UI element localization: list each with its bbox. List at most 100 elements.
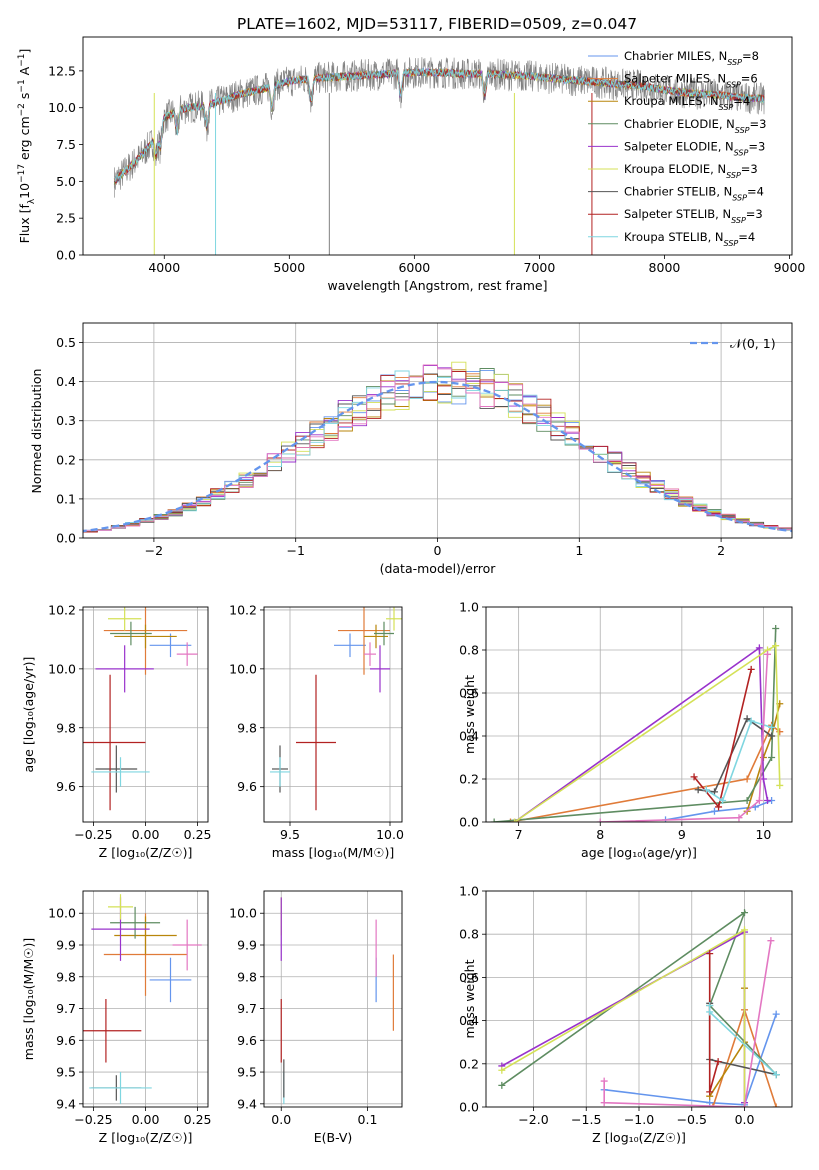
plot-frame xyxy=(263,890,403,1108)
spectrum-panel: 4000 5000 6000 7000 8000 9000 0.0 2.5 5.0 7.5 10.0… xyxy=(17,36,806,293)
x-tick-label: 7 xyxy=(515,827,523,842)
histogram-series xyxy=(83,364,792,534)
y-tick-label: 2.5 xyxy=(56,211,76,226)
weight-point-marker xyxy=(706,1001,714,1009)
weight-series-line xyxy=(708,953,719,1093)
weight-point-marker xyxy=(772,1103,780,1107)
weight-series-line xyxy=(501,928,746,1107)
x-tick-label: 0.1 xyxy=(358,1112,378,1127)
y-axis-label: mass weight xyxy=(462,959,477,1038)
legend-label: Salpeter ELODIE, NSSP=3 xyxy=(624,139,765,157)
plot-area xyxy=(498,909,780,1107)
x-tick-label: −1 xyxy=(286,543,304,558)
weight-series-line xyxy=(705,720,772,802)
weight-point-marker xyxy=(741,1103,749,1107)
weight-point-marker xyxy=(741,909,749,917)
mass-vs-age-panel: 9.5 10.0 9.6 9.8 10.0 10.2 mass [log₁₀(M/M☉)] xyxy=(229,602,404,860)
y-tick-label: 9.5 xyxy=(56,1065,76,1080)
weight-point-marker xyxy=(706,1088,714,1096)
y-tick-label: 7.5 xyxy=(56,137,76,152)
weight-series-line xyxy=(603,940,772,1107)
weight-point-marker xyxy=(511,818,519,822)
y-tick-label: 0.1 xyxy=(56,491,76,506)
ebv-vs-mass-panel: 0.0 0.1 9.4 9.5 9.6 9.7 9.8 9.9 10.0 E(B-V) xyxy=(229,890,403,1145)
weight-point-marker xyxy=(706,1099,714,1107)
x-tick-label: 0 xyxy=(434,543,442,558)
y-tick-label: 10.0 xyxy=(48,906,76,921)
legend-label: Chabrier STELIB, NSSP=4 xyxy=(624,185,764,203)
x-tick-label: 0.0 xyxy=(735,1112,755,1127)
x-tick-label: 9 xyxy=(678,827,686,842)
weight-point-marker xyxy=(755,797,763,804)
y-tick-label: 9.5 xyxy=(237,1065,257,1080)
weight-point-marker xyxy=(768,754,776,761)
y-tick-label: 0.0 xyxy=(459,1100,479,1115)
plot-frame xyxy=(485,606,793,823)
x-axis-label: Z [log₁₀(Z/Z☉)] xyxy=(99,845,193,860)
y-tick-label: 1.0 xyxy=(459,600,479,615)
x-tick-label: 4000 xyxy=(148,260,180,275)
weight-point-marker xyxy=(768,723,776,731)
weight-point-marker xyxy=(755,644,763,652)
weight-series-line xyxy=(514,644,781,822)
legend-label: 𝒩(0, 1) xyxy=(730,336,776,351)
y-tick-label: 9.6 xyxy=(237,1033,257,1048)
weight-point-marker xyxy=(735,814,743,822)
y-tick-label: 12.5 xyxy=(48,63,76,78)
y-tick-label: 10.2 xyxy=(229,602,257,617)
x-tick-label: 0.00 xyxy=(132,1112,160,1127)
normal-reference-curve xyxy=(83,380,792,533)
weight-point-marker xyxy=(743,775,751,783)
z-vs-weight-panel: −2.0 −1.5 −1.0 −0.5 0.0 0.0 0.2 0.4 0.6 0.8 1.0 Z [… xyxy=(459,884,793,1145)
x-tick-label: 2 xyxy=(717,543,725,558)
z-vs-mass-panel: −0.25 0.00 0.25 9.4 9.5 9.6 9.7 9.8 9.9 10.0 Z [lo… xyxy=(21,890,212,1145)
z-vs-age-panel: −0.25 0.00 0.25 9.6 9.8 10.0 10.2 Z [log₁₀(Z/Z☉… xyxy=(21,602,212,860)
y-tick-label: 9.8 xyxy=(56,969,76,984)
x-tick-label: −2 xyxy=(145,543,163,558)
y-tick-label: 0.2 xyxy=(459,772,479,787)
y-tick-label: 0.6 xyxy=(459,970,479,985)
x-tick-label: 0.0 xyxy=(271,1112,291,1127)
y-axis-label: Flux [fλ10−17 erg cm−2 s−1 A−1] xyxy=(17,49,37,244)
y-tick-label: 5.0 xyxy=(56,174,76,189)
weight-point-marker xyxy=(772,1010,780,1018)
x-tick-label: 0.00 xyxy=(132,827,160,842)
plot-area xyxy=(490,625,784,822)
x-tick-label: −0.25 xyxy=(74,827,112,842)
weight-point-marker xyxy=(764,797,772,804)
weight-point-marker xyxy=(747,717,755,725)
weight-point-marker xyxy=(719,797,727,804)
legend-label: Chabrier ELODIE, NSSP=3 xyxy=(624,117,766,135)
plot-frame xyxy=(82,36,793,256)
y-tick-label: 9.8 xyxy=(237,969,257,984)
weight-series-line xyxy=(494,628,777,822)
y-tick-label: 9.6 xyxy=(237,779,257,794)
weight-point-marker xyxy=(767,937,775,945)
weight-point-marker xyxy=(764,650,772,658)
y-tick-label: 9.9 xyxy=(237,938,257,953)
plot-area xyxy=(280,897,394,1104)
y-tick-label: 0.5 xyxy=(56,335,76,350)
weight-point-marker xyxy=(490,818,498,822)
x-tick-label: 10 xyxy=(755,827,771,842)
plot-frame xyxy=(82,322,793,539)
weight-point-marker xyxy=(706,1008,714,1016)
x-tick-label: 9000 xyxy=(774,260,806,275)
weight-point-marker xyxy=(772,625,780,632)
y-tick-label: 9.8 xyxy=(237,720,257,735)
y-tick-label: 10.2 xyxy=(48,602,76,617)
y-tick-label: 1.0 xyxy=(459,884,479,899)
y-tick-label: 0.8 xyxy=(459,927,479,942)
y-tick-label: 9.9 xyxy=(56,938,76,953)
x-tick-label: 8000 xyxy=(649,260,681,275)
y-tick-label: 0.0 xyxy=(56,531,76,546)
plot-area xyxy=(83,361,792,534)
legend-label: Kroupa ELODIE, NSSP=3 xyxy=(624,162,758,180)
x-tick-label: −1.0 xyxy=(624,1112,654,1127)
weight-point-marker xyxy=(600,1099,608,1107)
weight-series-line xyxy=(693,669,752,809)
y-tick-label: 0.4 xyxy=(459,1013,479,1028)
y-tick-label: 10.0 xyxy=(48,100,76,115)
x-tick-label: 7000 xyxy=(524,260,556,275)
y-axis-label: Normed distribution xyxy=(29,369,44,494)
